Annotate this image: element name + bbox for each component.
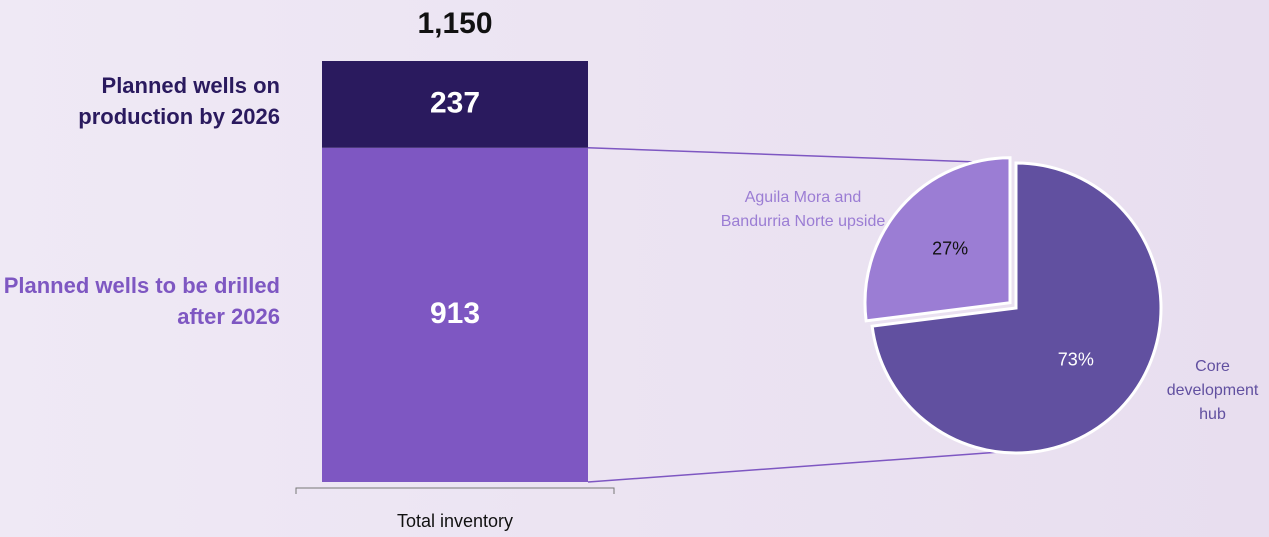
data-label: 237 [430, 86, 480, 119]
connector [587, 451, 1001, 483]
x-tick-label: Total inventory [397, 511, 513, 531]
category-label: Aguila Mora and Bandurria Norte upside [720, 189, 886, 230]
total-label: 1,150 [417, 7, 492, 40]
bar-segment [322, 61, 588, 148]
series-label: Planned wells on production by 2026 [78, 73, 280, 129]
data-label: 27% [932, 239, 968, 259]
data-label: 913 [430, 297, 480, 330]
connector [587, 147, 1006, 164]
bar-segment [322, 147, 588, 482]
series-label: Planned wells to be drilled after 2026 [3, 273, 280, 329]
pie-slice [863, 156, 1012, 323]
data-label: 73% [1058, 349, 1094, 369]
bracket [295, 487, 615, 494]
pie-slice [870, 161, 1163, 455]
category-label: Core development hub [1166, 358, 1259, 423]
